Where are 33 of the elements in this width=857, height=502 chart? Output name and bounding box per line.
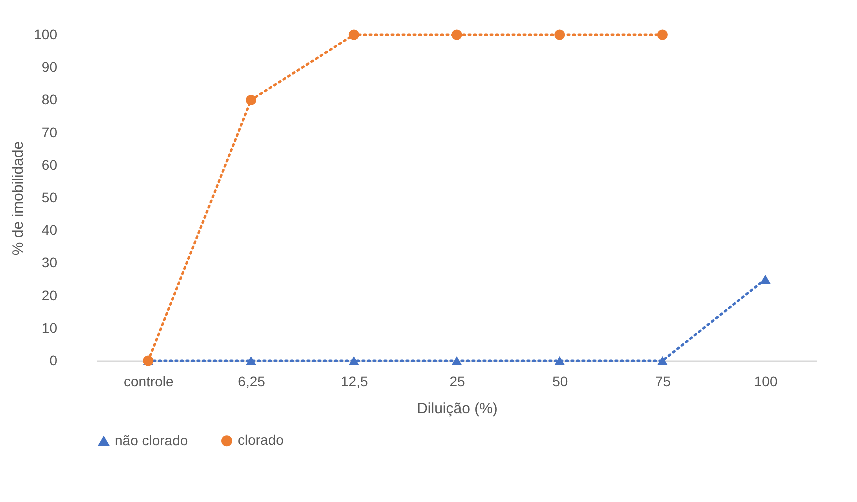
y-tick-label: 90 (42, 59, 58, 76)
point (246, 356, 257, 366)
y-tick-label: 50 (42, 190, 58, 206)
point (348, 30, 360, 40)
x-tick-label: controle (124, 374, 174, 390)
y-tick-label: 80 (42, 92, 58, 108)
y-tick-label: 70 (42, 124, 58, 140)
point (452, 30, 462, 40)
x-tick-label: 50 (552, 374, 568, 390)
x-tick-label: 100 (754, 374, 778, 390)
y-tick-label: 30 (42, 254, 58, 271)
point (348, 356, 360, 366)
x-tick-label: 75 (655, 374, 672, 390)
legend-label: clorado (238, 432, 284, 448)
point (554, 30, 566, 40)
y-tick-label: 20 (42, 287, 58, 304)
y-tick-label: 100 (34, 26, 58, 42)
y-tick-label: 40 (42, 222, 58, 238)
point (657, 356, 668, 366)
y-tick-label: 60 (42, 156, 58, 173)
y-tick-label: 10 (42, 320, 58, 336)
x-tick-label: 12,5 (341, 374, 368, 390)
point (554, 356, 566, 366)
x-tick-label: 25 (450, 374, 466, 390)
y-tick-label: 0 (50, 352, 58, 368)
x-tick-label: 6,25 (238, 374, 266, 390)
x-axis-title: Diluição (%) (417, 400, 498, 418)
point (657, 30, 668, 40)
point (760, 274, 771, 284)
y-axis-title: % de imobilidade (10, 141, 28, 256)
point (452, 356, 462, 366)
point (246, 94, 257, 106)
legend-label: não clorado (115, 432, 188, 448)
